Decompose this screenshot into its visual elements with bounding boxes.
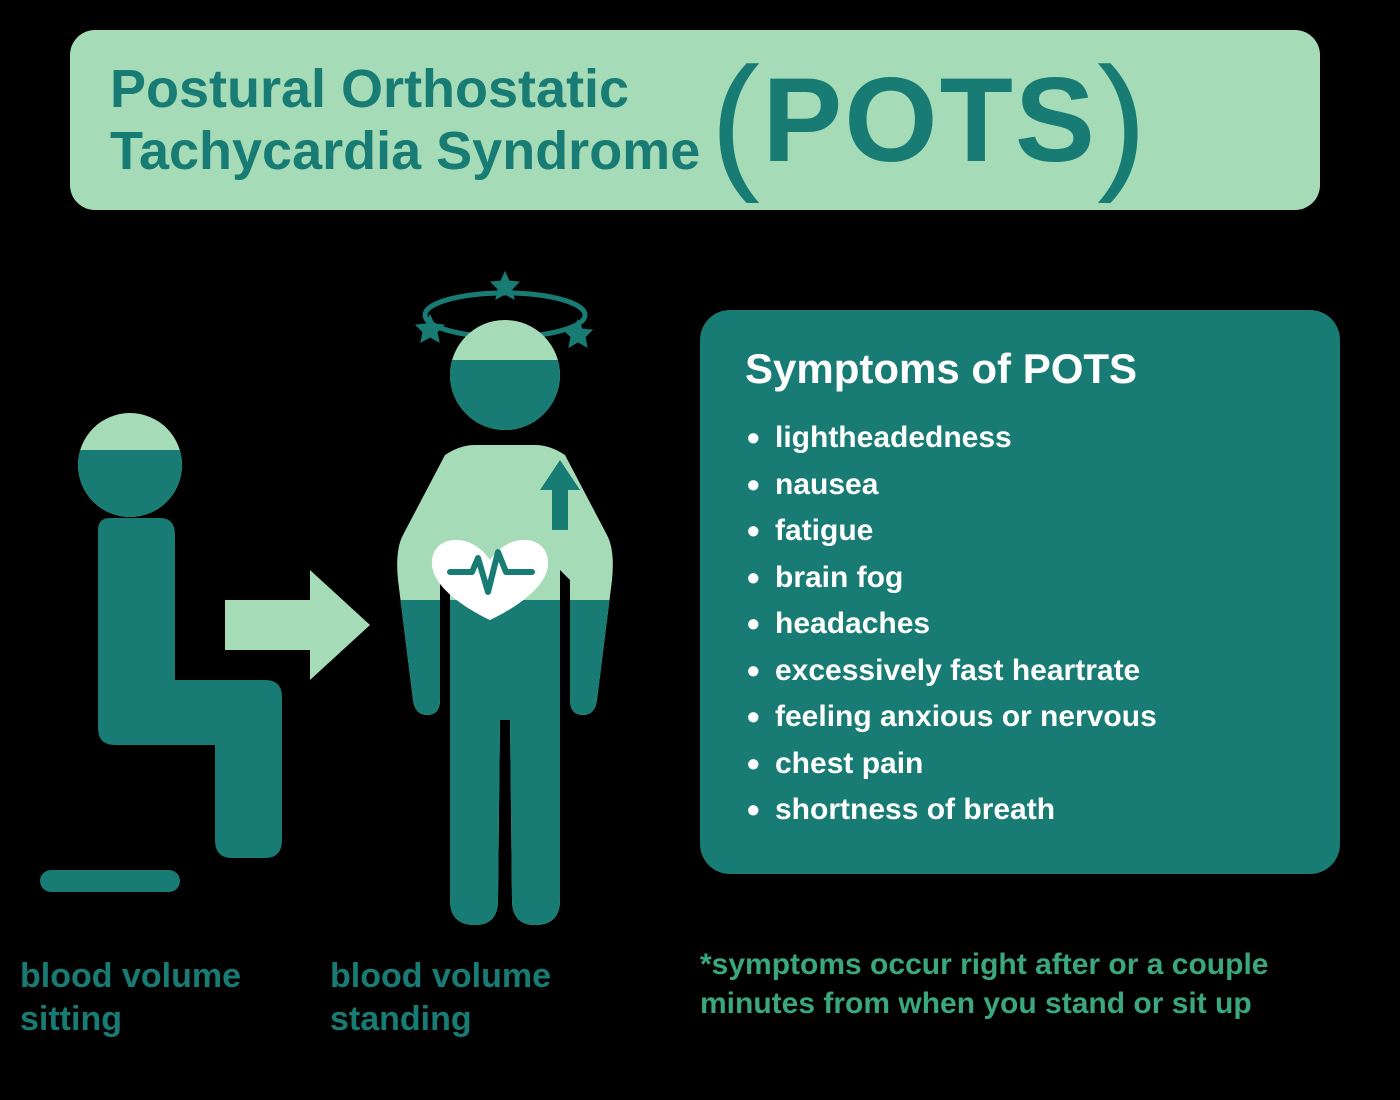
title-acronym: ( POTS ) <box>710 51 1149 189</box>
list-item: feeling anxious or nervous <box>745 694 1295 741</box>
symptom-title: Symptoms of POTS <box>745 345 1295 393</box>
list-item: brain fog <box>745 555 1295 602</box>
caption-sitting: blood volume sitting <box>20 955 241 1040</box>
acronym-text: POTS <box>762 51 1097 189</box>
transition-arrow-icon <box>225 570 370 680</box>
title-box: Postural Orthostatic Tachycardia Syndrom… <box>70 30 1320 210</box>
paren-close: ) <box>1097 60 1149 180</box>
list-item: chest pain <box>745 741 1295 788</box>
sitting-figure-icon <box>40 413 282 892</box>
list-item: headaches <box>745 601 1295 648</box>
figures-svg <box>20 260 720 960</box>
symptom-list: lightheadedness nausea fatigue brain fog… <box>745 415 1295 834</box>
title-line2: Tachycardia Syndrome <box>110 121 700 181</box>
symptom-panel: Symptoms of POTS lightheadedness nausea … <box>700 310 1340 874</box>
standing-figure-icon <box>390 272 620 930</box>
list-item: lightheadedness <box>745 415 1295 462</box>
title-text: Postural Orthostatic Tachycardia Syndrom… <box>110 58 700 182</box>
list-item: nausea <box>745 462 1295 509</box>
footnote: *symptoms occur right after or a couple … <box>700 945 1340 1023</box>
title-line1: Postural Orthostatic <box>110 59 629 119</box>
figures-area: blood volume sitting blood volume standi… <box>20 260 720 960</box>
list-item: fatigue <box>745 508 1295 555</box>
list-item: shortness of breath <box>745 787 1295 834</box>
list-item: excessively fast heartrate <box>745 648 1295 695</box>
caption-standing: blood volume standing <box>330 955 551 1040</box>
paren-open: ( <box>710 60 762 180</box>
